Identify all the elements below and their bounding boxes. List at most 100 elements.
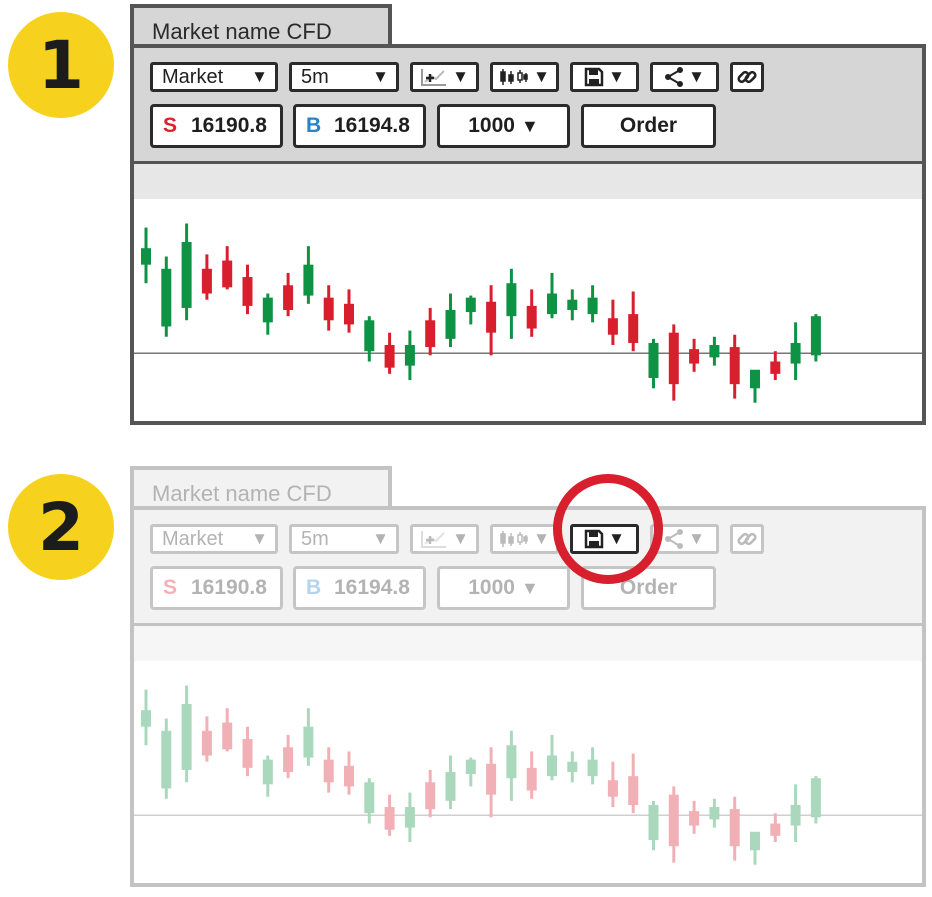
- candle-body: [384, 807, 395, 830]
- candle-body: [201, 730, 212, 756]
- sell-button[interactable]: S 16190.8: [150, 104, 283, 148]
- candle: [364, 778, 375, 824]
- candle: [668, 324, 679, 401]
- candle: [526, 751, 537, 799]
- panel-frame: Market ▼ 5m ▼ ▼ ▼ ▼ ▼: [130, 44, 926, 425]
- toolbar-divider: [134, 623, 922, 626]
- candlestick-chart: [134, 685, 922, 865]
- candle-body: [547, 755, 557, 777]
- candle: [425, 769, 436, 818]
- candle: [384, 794, 395, 836]
- candle-body: [587, 759, 598, 777]
- candle: [567, 289, 578, 321]
- quantity-value: 1000: [468, 576, 515, 599]
- candle-body: [790, 342, 801, 364]
- candle-body: [283, 285, 294, 310]
- candle: [689, 338, 700, 372]
- chart-header-strip: [134, 164, 922, 199]
- step-2-badge: 2: [8, 474, 114, 580]
- dropdown-arrow-icon: ▼: [372, 67, 389, 86]
- candle-body: [790, 804, 801, 826]
- order-type-label: Market: [162, 65, 224, 88]
- highlight-circle: [553, 474, 663, 584]
- order-type-label: Market: [162, 527, 224, 550]
- market-tab[interactable]: Market name CFD: [130, 466, 392, 506]
- timeframe-dropdown[interactable]: 5m ▼: [289, 524, 399, 554]
- candlestick-chart: [134, 223, 922, 403]
- candle-body: [222, 260, 233, 288]
- candle: [201, 716, 212, 762]
- order-type-dropdown[interactable]: Market ▼: [150, 524, 278, 554]
- buy-button[interactable]: B 16194.8: [293, 566, 426, 610]
- candle-body: [729, 809, 740, 847]
- timeframe-dropdown[interactable]: 5m ▼: [289, 62, 399, 92]
- trade-panel-1: Market name CFD Market ▼ 5m ▼ ▼ ▼ ▼: [130, 0, 926, 425]
- candle-body: [465, 297, 476, 313]
- candle: [628, 753, 639, 814]
- sell-letter: S: [163, 114, 178, 137]
- order-type-dropdown[interactable]: Market ▼: [150, 62, 278, 92]
- candle: [303, 246, 314, 304]
- sell-button[interactable]: S 16190.8: [150, 566, 283, 610]
- candle-body: [628, 314, 639, 343]
- candle: [709, 336, 720, 366]
- candle-body: [709, 345, 720, 358]
- order-label: Order: [619, 576, 678, 599]
- candle: [750, 369, 760, 403]
- dropdown-arrow-icon: ▼: [520, 115, 539, 136]
- quantity-dropdown[interactable]: 1000 ▼: [437, 104, 570, 148]
- candle: [486, 285, 497, 356]
- save-icon: [584, 67, 604, 87]
- dropdown-arrow-icon: ▼: [608, 67, 625, 86]
- indicators-dropdown[interactable]: ▼: [410, 524, 479, 554]
- candle: [810, 776, 821, 824]
- chart-type-icon: [500, 69, 528, 85]
- timeframe-label: 5m: [301, 65, 329, 88]
- quantity-dropdown[interactable]: 1000 ▼: [437, 566, 570, 610]
- candle: [283, 272, 294, 317]
- save-layout-dropdown[interactable]: ▼: [570, 62, 639, 92]
- candle-body: [486, 301, 497, 333]
- sell-letter: S: [163, 576, 178, 599]
- dropdown-arrow-icon: ▼: [688, 529, 705, 548]
- timeframe-label: 5m: [301, 527, 329, 550]
- candle: [323, 747, 334, 793]
- link-button[interactable]: [730, 62, 764, 92]
- indicators-dropdown[interactable]: ▼: [410, 62, 479, 92]
- market-tab[interactable]: Market name CFD: [130, 4, 392, 44]
- candle: [729, 334, 740, 399]
- buy-button[interactable]: B 16194.8: [293, 104, 426, 148]
- chart-type-dropdown[interactable]: ▼: [490, 62, 559, 92]
- dropdown-arrow-icon: ▼: [533, 529, 550, 548]
- toolbar: Market ▼ 5m ▼ ▼ ▼ ▼ ▼: [134, 48, 922, 161]
- candle-body: [567, 299, 578, 310]
- chart-type-dropdown[interactable]: ▼: [490, 524, 559, 554]
- candle: [607, 299, 618, 346]
- candle-body: [607, 780, 618, 797]
- candle-body: [161, 730, 172, 789]
- candle-body: [404, 345, 415, 366]
- share-dropdown[interactable]: ▼: [650, 62, 719, 92]
- candle: [547, 734, 557, 781]
- candle-body: [283, 747, 294, 772]
- candle-body: [323, 759, 334, 783]
- candle-body: [344, 765, 354, 787]
- candle-body: [445, 310, 456, 339]
- candle-body: [628, 776, 639, 805]
- candle: [486, 747, 497, 818]
- candle: [323, 285, 334, 331]
- candle: [770, 813, 781, 843]
- candle: [344, 751, 354, 795]
- candle: [567, 751, 578, 783]
- toolbar: Market ▼ 5m ▼ ▼ ▼ ▼ ▼: [134, 510, 922, 623]
- buy-price: 16194.8: [334, 576, 410, 599]
- candle: [404, 330, 415, 381]
- candle: [648, 338, 659, 389]
- order-button[interactable]: Order: [581, 104, 716, 148]
- dropdown-arrow-icon: ▼: [372, 529, 389, 548]
- candle: [141, 227, 151, 284]
- link-button[interactable]: [730, 524, 764, 554]
- panel-frame: Market ▼ 5m ▼ ▼ ▼ ▼ ▼: [130, 506, 926, 887]
- candle-body: [506, 283, 517, 317]
- candle-body: [750, 831, 760, 851]
